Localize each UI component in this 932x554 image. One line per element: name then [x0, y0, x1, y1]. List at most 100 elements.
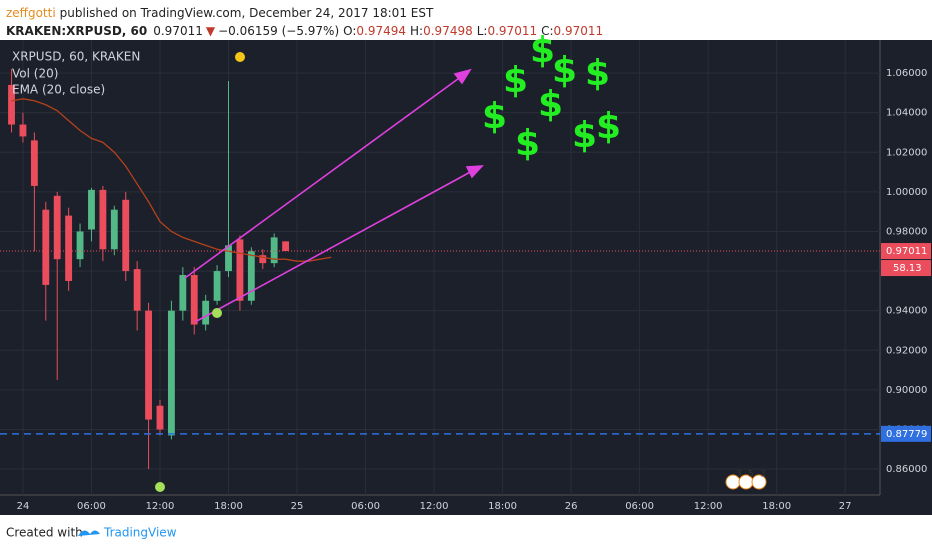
price-label: 0.87779: [886, 429, 927, 440]
y-tick-label: 1.06000: [886, 68, 927, 79]
legend-item: XRPUSD, 60, KRAKEN: [12, 50, 140, 64]
y-tick-label: 0.90000: [886, 385, 927, 396]
candle-body: [65, 215, 73, 281]
candle-body: [133, 269, 141, 311]
price-label-bg: [881, 243, 931, 260]
ema-line: [11, 98, 332, 262]
candle-body: [282, 241, 290, 252]
brand-logo: [78, 530, 100, 536]
x-tick-label: 25: [291, 501, 304, 512]
y-tick-label: 0.92000: [886, 345, 927, 356]
x-tick-label: 18:00: [488, 501, 517, 512]
y-tick-label: 1.02000: [886, 147, 927, 158]
c-label: C:: [541, 24, 553, 38]
x-tick-label: 27: [839, 501, 852, 512]
badge-text: 3: [736, 470, 742, 480]
price-label: 0.97011: [886, 246, 927, 257]
marker-dot: [155, 482, 165, 492]
marker-dot: [212, 308, 222, 318]
change: −0.06159 (−5.97%): [218, 24, 339, 38]
o-label: O:: [343, 24, 356, 38]
x-tick-label: 12:00: [146, 501, 175, 512]
candle-body: [270, 237, 278, 264]
x-tick-label: 06:00: [77, 501, 106, 512]
candle-body: [88, 189, 95, 230]
arrow-line: [184, 75, 463, 279]
drawings: [184, 68, 484, 323]
dollar-sign: $: [572, 115, 597, 156]
countdown-bg: [881, 260, 931, 277]
y-tick-label: 0.98000: [886, 226, 927, 237]
y-tick-label: 0.86000: [886, 464, 927, 475]
x-tick-label: 12:00: [694, 501, 723, 512]
x-tick-label: 26: [565, 501, 578, 512]
x-tick-label: 24: [17, 501, 30, 512]
x-tick-label: 18:00: [214, 501, 243, 512]
x-tick-label: 06:00: [351, 501, 380, 512]
y-tick-label: 1.00000: [886, 187, 927, 198]
c: 0.97011: [554, 24, 604, 38]
dollar-sign: $: [538, 84, 563, 125]
event-badge[interactable]: 3 5 3: [725, 470, 767, 490]
marker-dot: [235, 52, 245, 62]
candle-body: [19, 124, 27, 137]
author[interactable]: zeffgotti: [6, 6, 56, 20]
countdown: 58.13: [893, 263, 922, 274]
h: 0.97498: [423, 24, 473, 38]
candle-body: [225, 245, 232, 272]
candle-body: [202, 300, 210, 325]
legend-item: Vol (20): [12, 67, 58, 81]
dollar-sign: $: [482, 96, 507, 137]
badge-text: 3: [760, 470, 766, 480]
candle-body: [259, 255, 267, 264]
candle-body: [30, 140, 38, 186]
y-tick-label: 1.04000: [886, 108, 927, 119]
x-tick-label: 12:00: [420, 501, 449, 512]
candle-body: [8, 84, 15, 125]
arrow-head: [465, 165, 484, 179]
footer-created: Created with: [6, 526, 83, 540]
legend-item: EMA (20, close): [12, 83, 105, 97]
published: published on TradingView.com, December 2…: [60, 6, 434, 20]
candle-body: [179, 275, 187, 311]
dollar-sign: $: [530, 30, 555, 71]
arrow-line: [194, 169, 475, 323]
candle-body: [145, 310, 152, 420]
candle-body: [99, 189, 107, 250]
dollar-sign: $: [552, 50, 577, 91]
candle-body: [122, 199, 130, 272]
l: 0.97011: [487, 24, 537, 38]
last: 0.97011: [153, 24, 203, 38]
candle-body: [76, 231, 84, 260]
candle-body: [236, 239, 244, 301]
dollar-sign: $: [503, 60, 528, 101]
candle-body: [247, 251, 255, 301]
arrow: ▼: [206, 24, 216, 38]
badge-circle: [751, 474, 767, 490]
header-line: zeffgotti published on TradingView.com, D…: [6, 6, 434, 20]
dollar-sign: $: [585, 53, 610, 94]
candle-body: [167, 310, 175, 436]
dollar-sign: $: [596, 106, 621, 147]
l-label: L:: [477, 24, 488, 38]
candle-body: [42, 209, 50, 285]
x-tick-label: 06:00: [625, 501, 654, 512]
candle-body: [110, 209, 118, 250]
candle-body: [213, 271, 221, 301]
symbol: KRAKEN:XRPUSD, 60: [6, 24, 147, 38]
h-label: H:: [410, 24, 423, 38]
footer-brand[interactable]: TradingView: [103, 526, 177, 540]
arrow-head: [453, 68, 472, 85]
y-tick-label: 0.94000: [886, 306, 927, 317]
dollar-sign: $: [515, 123, 540, 164]
o: 0.97494: [356, 24, 406, 38]
candle-body: [156, 405, 164, 430]
price-label-bg: [881, 425, 931, 442]
candle-body: [53, 195, 61, 260]
footer-bg: [0, 515, 932, 550]
quote-line: KRAKEN:XRPUSD, 60 0.97011 ▼ −0.06159 (−5.97…: [6, 24, 603, 38]
badge-text: 5: [748, 470, 754, 480]
candle-body: [190, 275, 198, 325]
x-tick-label: 18:00: [762, 501, 791, 512]
